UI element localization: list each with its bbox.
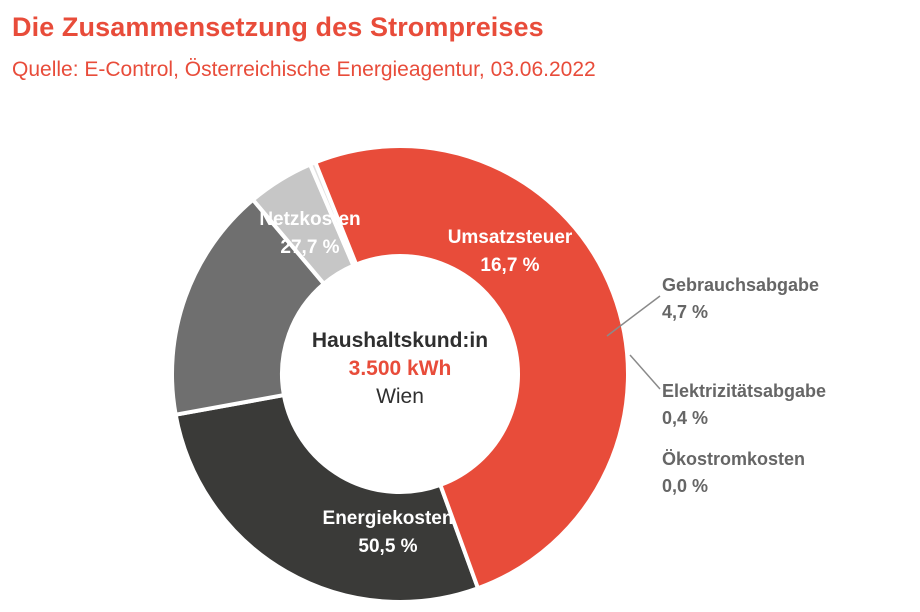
slice-elektrizitaetsabgabe-value-label: 0,4 % — [662, 408, 708, 428]
chart-subtitle: Quelle: E-Control, Österreichische Energ… — [12, 58, 596, 81]
donut-slices — [170, 144, 630, 604]
slice-umsatzsteuer-value-label: 16,7 % — [480, 255, 539, 276]
center-label: Haushaltskund:in 3.500 kWh Wien — [312, 329, 488, 408]
center-line-3: Wien — [376, 385, 424, 408]
center-line-1: Haushaltskund:in — [312, 329, 488, 352]
slice-elektrizitaetsabgabe-leader-line — [629, 354, 661, 390]
slice-oekostromkosten-value-label: 0,0 % — [662, 476, 708, 496]
slice-gebrauchsabgabe-leader-line — [606, 295, 661, 337]
leader-lines — [606, 295, 661, 390]
slice-energiekosten-value-label: 50,5 % — [358, 536, 417, 557]
slice-oekostromkosten-name-label: Ökostromkosten — [662, 449, 805, 469]
slice-umsatzsteuer-name-label: Umsatzsteuer — [448, 227, 573, 248]
slice-labels: Netzkosten 27,7 % Umsatzsteuer 16,7 % Gebrau… — [259, 209, 826, 557]
slice-energiekosten — [313, 144, 630, 591]
slice-energiekosten-name-label: Energiekosten — [323, 508, 454, 529]
slice-netzkosten-name-label: Netzkosten — [259, 209, 360, 230]
slice-gebrauchsabgabe-name-label: Gebrauchsabgabe — [662, 275, 819, 295]
center-line-2: 3.500 kWh — [349, 357, 452, 380]
slice-umsatzsteuer — [170, 197, 326, 417]
slice-gebrauchsabgabe-value-label: 4,7 % — [662, 302, 708, 322]
slice-elektrizitaetsabgabe-name-label: Elektrizitätsabgabe — [662, 381, 826, 401]
slice-netzkosten-value-label: 27,7 % — [280, 237, 339, 258]
chart-title: Die Zusammensetzung des Strompreises — [12, 12, 544, 42]
slice-netzkosten — [173, 393, 480, 604]
